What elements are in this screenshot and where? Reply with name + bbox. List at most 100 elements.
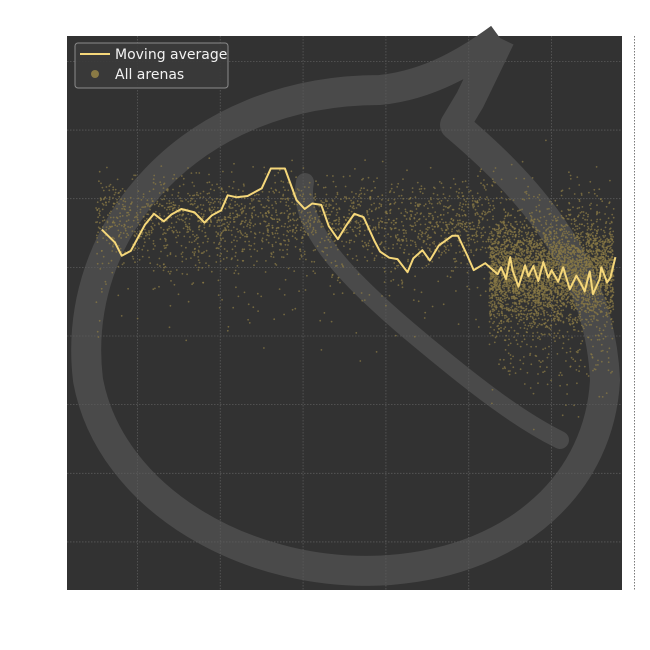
scatter-point xyxy=(257,310,259,312)
scatter-point xyxy=(550,324,553,327)
scatter-point xyxy=(166,208,168,211)
scatter-point xyxy=(521,300,523,303)
scatter-point xyxy=(488,287,491,289)
scatter-point xyxy=(501,290,504,293)
scatter-point xyxy=(185,198,187,201)
scatter-point xyxy=(96,262,99,265)
scatter-point xyxy=(411,210,414,213)
scatter-point xyxy=(585,212,588,215)
scatter-point xyxy=(109,183,112,186)
scatter-point xyxy=(527,309,530,312)
scatter-point xyxy=(385,304,387,307)
scatter-point xyxy=(519,221,522,223)
scatter-point xyxy=(458,204,461,207)
scatter-point xyxy=(313,260,316,263)
scatter-point xyxy=(193,185,196,187)
scatter-point xyxy=(383,281,386,283)
scatter-point xyxy=(191,251,194,254)
scatter-point xyxy=(578,261,581,264)
scatter-point xyxy=(124,229,127,232)
scatter-point xyxy=(545,287,548,290)
scatter-point xyxy=(577,251,580,254)
scatter-point xyxy=(159,214,161,217)
scatter-point xyxy=(303,233,306,236)
scatter-point xyxy=(533,291,536,294)
scatter-point xyxy=(430,198,432,201)
scatter-point xyxy=(560,235,563,238)
scatter-point xyxy=(296,224,299,227)
scatter-point xyxy=(380,203,383,206)
scatter-point xyxy=(593,228,596,231)
scatter-point xyxy=(334,219,337,222)
scatter-point xyxy=(193,254,196,257)
scatter-point xyxy=(147,204,149,207)
scatter-point xyxy=(420,291,423,294)
scatter-point xyxy=(570,236,573,239)
scatter-point xyxy=(540,256,542,259)
scatter-point xyxy=(220,239,223,241)
scatter-point xyxy=(334,265,337,267)
scatter-point xyxy=(193,202,196,205)
scatter-point xyxy=(580,194,583,196)
scatter-point xyxy=(379,243,381,246)
scatter-point xyxy=(553,235,556,238)
scatter-point xyxy=(187,213,190,216)
scatter-point xyxy=(427,263,430,266)
scatter-point xyxy=(399,247,401,249)
scatter-point xyxy=(219,198,221,201)
scatter-point xyxy=(542,284,545,287)
scatter-point xyxy=(318,220,321,223)
scatter-point xyxy=(307,227,309,230)
scatter-point xyxy=(197,249,200,252)
scatter-point xyxy=(295,229,298,232)
scatter-point xyxy=(522,277,525,280)
scatter-point xyxy=(433,225,436,228)
scatter-point xyxy=(503,287,505,290)
scatter-point xyxy=(586,252,588,255)
scatter-point xyxy=(461,195,464,198)
scatter-point xyxy=(151,222,154,225)
scatter-point xyxy=(447,212,449,214)
scatter-point xyxy=(569,259,572,262)
scatter-point xyxy=(561,315,564,318)
scatter-point xyxy=(357,273,360,276)
scatter-point xyxy=(581,231,584,233)
scatter-point xyxy=(301,235,304,238)
scatter-point xyxy=(162,263,165,266)
scatter-point xyxy=(96,241,99,244)
scatter-point xyxy=(231,248,234,251)
scatter-point xyxy=(596,262,599,265)
scatter-point xyxy=(523,309,526,312)
scatter-point xyxy=(152,228,154,231)
scatter-point xyxy=(491,277,494,279)
scatter-point xyxy=(541,290,543,292)
scatter-point xyxy=(461,226,464,229)
scatter-point xyxy=(403,248,406,251)
scatter-point xyxy=(417,232,420,235)
scatter-point xyxy=(124,227,127,230)
scatter-point xyxy=(503,281,506,284)
scatter-point xyxy=(267,229,270,232)
scatter-point xyxy=(561,238,563,241)
scatter-point xyxy=(201,230,204,232)
scatter-point xyxy=(265,205,268,208)
scatter-point xyxy=(477,205,480,208)
scatter-point xyxy=(163,266,166,269)
scatter-point xyxy=(509,214,511,217)
scatter-point xyxy=(600,283,602,285)
scatter-point xyxy=(377,223,380,226)
scatter-point xyxy=(438,256,440,259)
scatter-point xyxy=(313,197,315,199)
scatter-point xyxy=(195,193,198,196)
scatter-point xyxy=(351,191,353,193)
scatter-point xyxy=(248,244,251,247)
scatter-point xyxy=(190,257,192,259)
scatter-point xyxy=(557,241,559,244)
scatter-point xyxy=(240,212,243,215)
scatter-point xyxy=(578,254,581,257)
scatter-point xyxy=(561,216,564,219)
scatter-point xyxy=(282,233,285,236)
scatter-point xyxy=(354,234,357,237)
scatter-point xyxy=(278,191,281,194)
scatter-point xyxy=(359,204,362,207)
